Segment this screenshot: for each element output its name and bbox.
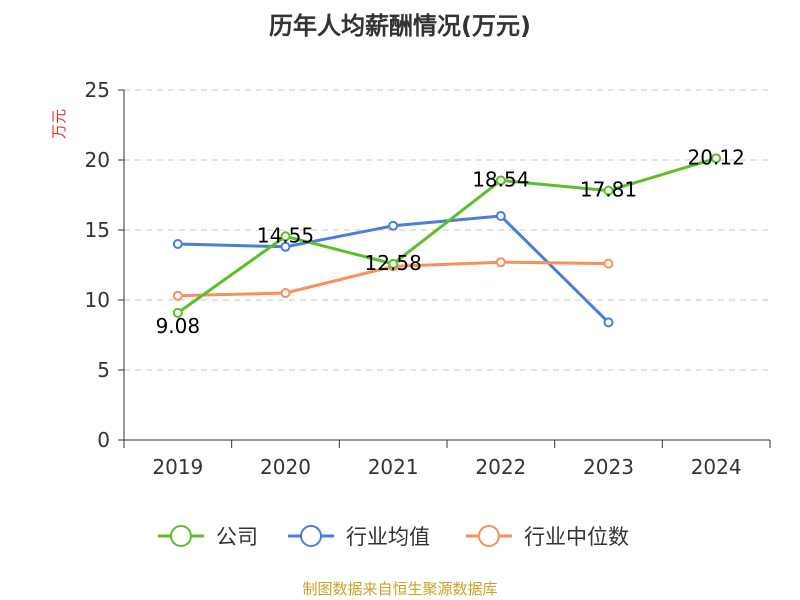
grid-lines bbox=[124, 89, 770, 371]
data-point bbox=[495, 257, 506, 268]
y-tick-label: 25 bbox=[85, 78, 110, 102]
legend-marker bbox=[300, 525, 322, 547]
x-tick-label: 2024 bbox=[691, 455, 742, 479]
data-point bbox=[603, 317, 614, 328]
data-point bbox=[172, 290, 183, 301]
source-footer: 制图数据来自恒生聚源数据库 bbox=[302, 580, 497, 598]
legend-item-1: 行业均值 bbox=[288, 525, 430, 549]
data-point bbox=[172, 307, 183, 318]
y-tick-label: 0 bbox=[97, 428, 110, 452]
chart-title: 历年人均薪酬情况(万元) bbox=[269, 12, 531, 40]
y-tick-label: 5 bbox=[97, 358, 110, 382]
y-axis-label: 万元 bbox=[50, 109, 68, 139]
data-label: 20.12 bbox=[688, 145, 745, 169]
data-point bbox=[603, 258, 614, 269]
legend-label: 公司 bbox=[216, 525, 258, 549]
legend-marker bbox=[170, 525, 192, 547]
legend-label: 行业中位数 bbox=[524, 525, 629, 549]
data-point bbox=[172, 239, 183, 249]
data-labels: 9.08 14.55 12.58 18.54 17.81 20.12 bbox=[156, 145, 745, 338]
data-point bbox=[603, 185, 614, 196]
y-tick-label: 20 bbox=[85, 148, 110, 172]
legend-item-0: 公司 bbox=[158, 525, 258, 549]
axes bbox=[118, 89, 771, 448]
y-tick-labels: 0 5 10 15 20 25 bbox=[85, 78, 110, 452]
data-label: 9.08 bbox=[156, 314, 201, 338]
x-tick-label: 2023 bbox=[583, 455, 634, 479]
x-tick-labels: 2019 2020 2021 2022 2023 2024 bbox=[152, 455, 741, 479]
data-point bbox=[280, 231, 291, 242]
data-point bbox=[280, 241, 291, 252]
series-line-0 bbox=[176, 156, 717, 315]
data-label: 12.58 bbox=[365, 251, 422, 275]
series-group bbox=[172, 153, 722, 328]
data-point bbox=[495, 175, 506, 186]
data-point bbox=[388, 258, 399, 269]
data-label: 18.54 bbox=[472, 167, 529, 191]
legend-marker bbox=[478, 525, 500, 547]
x-tick-label: 2019 bbox=[152, 455, 203, 479]
y-tick-label: 15 bbox=[85, 218, 110, 242]
legend-item-2: 行业中位数 bbox=[466, 525, 629, 549]
data-label: 14.55 bbox=[257, 223, 314, 247]
data-point bbox=[495, 211, 506, 221]
legend-label: 行业均值 bbox=[346, 525, 430, 549]
data-label: 17.81 bbox=[580, 178, 637, 202]
x-tick-label: 2022 bbox=[475, 455, 526, 479]
x-tick-label: 2021 bbox=[368, 455, 419, 479]
y-tick-label: 10 bbox=[85, 288, 110, 312]
legend: 公司 行业均值 行业中位数 bbox=[158, 525, 629, 549]
x-tick-label: 2020 bbox=[260, 455, 311, 479]
data-point bbox=[280, 288, 291, 298]
data-point bbox=[711, 153, 722, 164]
data-point bbox=[388, 220, 399, 231]
